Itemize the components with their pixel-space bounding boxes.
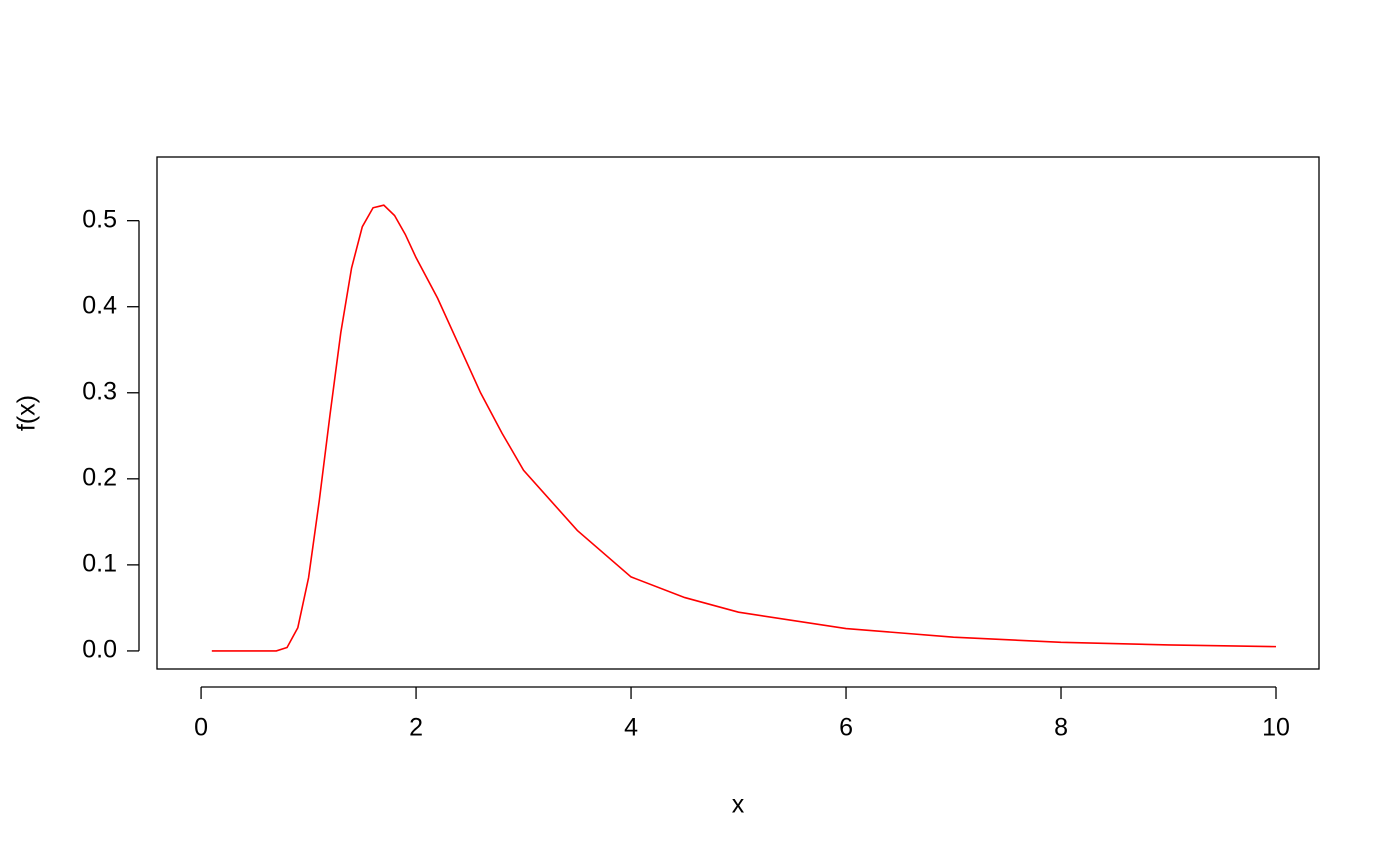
y-tick-label: 0.0 bbox=[82, 636, 117, 664]
y-axis-title: f(x) bbox=[13, 395, 41, 431]
plot-box bbox=[156, 156, 1320, 670]
x-tick-label: 8 bbox=[1054, 714, 1068, 742]
y-tick-label: 0.2 bbox=[82, 463, 117, 491]
x-tick-label: 2 bbox=[409, 714, 423, 742]
y-tick-label: 0.3 bbox=[82, 377, 117, 405]
y-tick-label: 0.1 bbox=[82, 549, 117, 577]
x-tick-label: 4 bbox=[624, 714, 638, 742]
x-tick-label: 6 bbox=[839, 714, 853, 742]
y-tick-label: 0.5 bbox=[82, 205, 117, 233]
line-series bbox=[211, 204, 1277, 652]
y-tick-label: 0.4 bbox=[82, 291, 117, 319]
x-tick-label: 10 bbox=[1262, 714, 1290, 742]
x-tick-label: 0 bbox=[194, 714, 208, 742]
x-axis-title: x bbox=[732, 791, 745, 819]
